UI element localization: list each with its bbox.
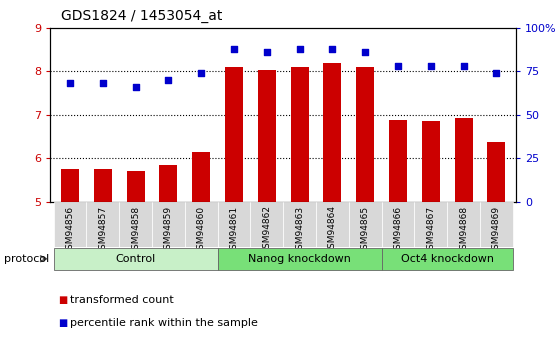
Bar bbox=[251, 202, 283, 247]
Bar bbox=[54, 202, 86, 247]
Point bbox=[295, 46, 304, 51]
Text: GSM94861: GSM94861 bbox=[229, 205, 238, 255]
Point bbox=[361, 49, 370, 55]
Bar bbox=[218, 248, 382, 270]
Text: GSM94862: GSM94862 bbox=[262, 205, 271, 254]
Point bbox=[196, 70, 205, 76]
Bar bbox=[192, 152, 210, 202]
Bar bbox=[185, 202, 218, 247]
Point bbox=[164, 77, 173, 83]
Bar bbox=[283, 202, 316, 247]
Text: GSM94868: GSM94868 bbox=[459, 205, 468, 255]
Text: Control: Control bbox=[116, 254, 156, 264]
Bar bbox=[54, 248, 218, 270]
Bar bbox=[160, 165, 177, 202]
Point bbox=[131, 84, 140, 90]
Bar bbox=[389, 120, 407, 202]
Text: percentile rank within the sample: percentile rank within the sample bbox=[70, 318, 258, 327]
Bar bbox=[382, 202, 415, 247]
Bar bbox=[455, 118, 473, 202]
Text: ■: ■ bbox=[59, 318, 68, 327]
Bar bbox=[258, 70, 276, 202]
Text: GSM94865: GSM94865 bbox=[360, 205, 370, 255]
Point bbox=[459, 63, 468, 69]
Text: GSM94864: GSM94864 bbox=[328, 205, 337, 254]
Text: Oct4 knockdown: Oct4 knockdown bbox=[401, 254, 494, 264]
Bar bbox=[356, 67, 374, 202]
Bar bbox=[86, 202, 119, 247]
Bar bbox=[225, 67, 243, 202]
Bar bbox=[291, 67, 309, 202]
Bar bbox=[448, 202, 480, 247]
Bar bbox=[218, 202, 251, 247]
Bar bbox=[127, 171, 145, 202]
Text: GSM94859: GSM94859 bbox=[164, 205, 173, 255]
Bar bbox=[61, 169, 79, 202]
Point bbox=[65, 81, 74, 86]
Bar bbox=[152, 202, 185, 247]
Bar bbox=[422, 121, 440, 202]
Text: protocol: protocol bbox=[4, 255, 50, 264]
Point bbox=[393, 63, 402, 69]
Text: GSM94866: GSM94866 bbox=[393, 205, 402, 255]
Point bbox=[229, 46, 238, 51]
Text: GSM94856: GSM94856 bbox=[65, 205, 74, 255]
Text: GSM94867: GSM94867 bbox=[426, 205, 435, 255]
Point bbox=[426, 63, 435, 69]
Text: GSM94869: GSM94869 bbox=[492, 205, 501, 255]
Point bbox=[328, 46, 337, 51]
Text: GDS1824 / 1453054_at: GDS1824 / 1453054_at bbox=[61, 9, 223, 23]
Text: GSM94858: GSM94858 bbox=[131, 205, 140, 255]
Bar bbox=[119, 202, 152, 247]
Point bbox=[98, 81, 107, 86]
Text: GSM94860: GSM94860 bbox=[196, 205, 206, 255]
Bar bbox=[382, 248, 513, 270]
Bar bbox=[316, 202, 349, 247]
Bar bbox=[94, 169, 112, 202]
Bar bbox=[349, 202, 382, 247]
Text: Nanog knockdown: Nanog knockdown bbox=[248, 254, 351, 264]
Bar bbox=[415, 202, 448, 247]
Bar bbox=[488, 142, 506, 202]
Point bbox=[492, 70, 501, 76]
Bar bbox=[324, 63, 341, 202]
Point bbox=[262, 49, 271, 55]
Bar bbox=[480, 202, 513, 247]
Text: ■: ■ bbox=[59, 295, 68, 305]
Text: GSM94857: GSM94857 bbox=[98, 205, 107, 255]
Text: transformed count: transformed count bbox=[70, 295, 174, 305]
Text: GSM94863: GSM94863 bbox=[295, 205, 304, 255]
